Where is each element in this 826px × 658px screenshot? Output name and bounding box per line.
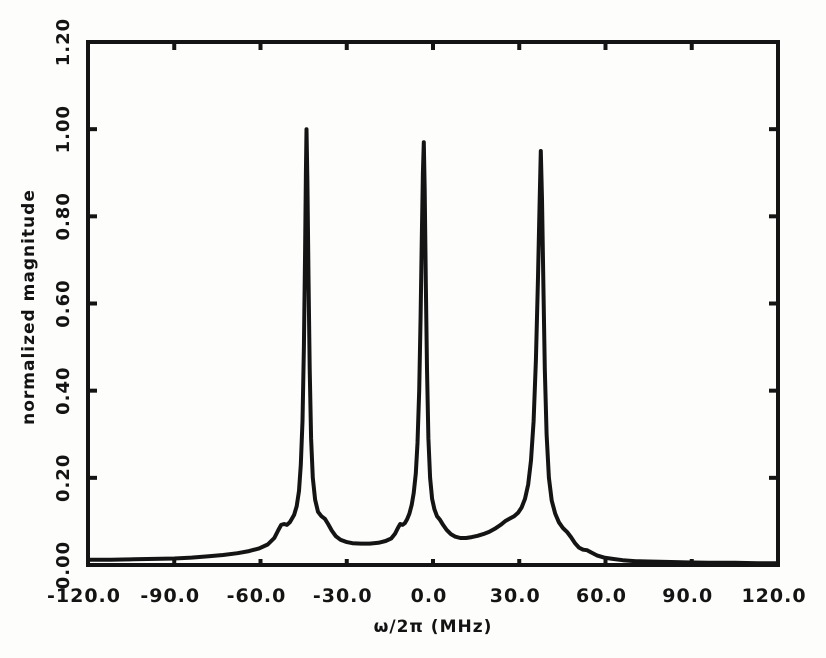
x-tick-label: -60.0 [227,585,287,607]
x-axis-title: ω/2π (MHz) [373,617,493,637]
y-tick-label: 0.20 [53,454,74,502]
x-tick-label: 60.0 [576,585,627,607]
y-tick-label: 0.60 [53,279,74,327]
spectrum-curve [86,127,780,566]
x-tick-label: 120.0 [741,585,806,607]
y-tick-label: 0.40 [53,366,74,414]
y-tick-label: 1.00 [53,105,74,153]
x-tick-label: 30.0 [490,585,541,607]
x-tick-label: -120.0 [47,585,121,607]
y-tick-label: 0.00 [53,541,74,589]
x-tick-label: -90.0 [140,585,200,607]
y-tick-label: 1.20 [53,18,74,66]
y-tick-label: 0.80 [53,192,74,240]
x-tick-label: 90.0 [662,585,713,607]
x-tick-label: 0.0 [411,585,448,607]
y-axis-title: normalized magnitude [19,189,39,425]
x-tick-label: -30.0 [313,585,373,607]
plot-frame [86,40,780,567]
